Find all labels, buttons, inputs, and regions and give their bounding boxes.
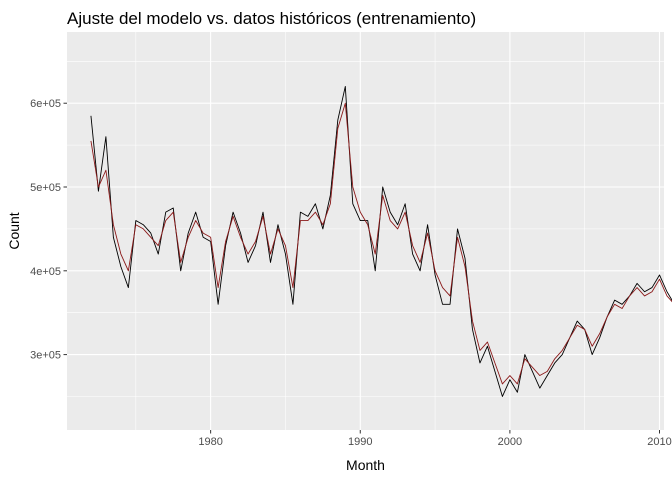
y-tick-label: 3e+05 [30,350,61,362]
grid-major [67,32,664,430]
chart-title: Ajuste del modelo vs. datos históricos (… [67,9,476,28]
grid-minor [67,32,664,430]
y-tick-label: 6e+05 [30,98,61,110]
x-tick-label: 1980 [198,436,222,448]
x-axis-label: Month [346,457,385,473]
x-tick-label: 1990 [348,436,372,448]
series-1-line [90,86,672,397]
x-tick-label: 2000 [498,436,522,448]
series-2-line [90,102,672,385]
y-axis-ticks: 3e+05 4e+05 5e+05 6e+05 [30,98,67,362]
plot-panel [67,32,664,430]
x-axis-ticks: 1980 1990 2000 2010 [198,430,672,448]
y-tick-label: 4e+05 [30,266,61,278]
series-layer [90,86,672,397]
y-axis-label: Count [6,212,22,249]
y-tick-label: 5e+05 [30,182,61,194]
x-tick-label: 2010 [647,436,671,448]
